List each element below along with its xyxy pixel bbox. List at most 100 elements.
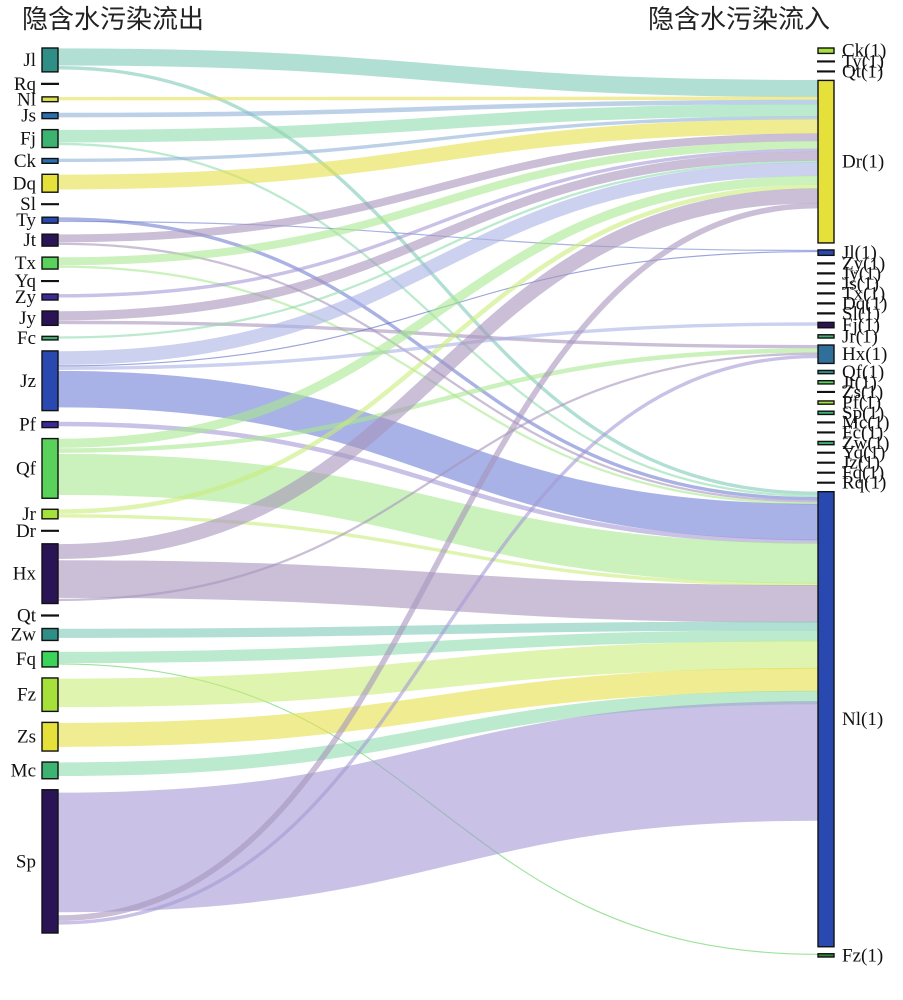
flow-Jl-to-Nl — [57, 65, 819, 496]
left-label-Ck: Ck — [14, 151, 37, 172]
left-label-Sl: Sl — [20, 194, 36, 215]
right-node-Sp — [817, 410, 835, 416]
flow-Fj-to-Dr — [57, 103, 819, 143]
flow-Js-to-Dr — [57, 99, 819, 118]
right-node-Nl — [817, 490, 835, 948]
left-title: 隐含水污染流出 — [22, 5, 204, 35]
right-title: 隐含水污染流入 — [648, 5, 830, 35]
left-node-Ty — [41, 216, 59, 224]
left-label-Hx: Hx — [13, 564, 37, 585]
right-label-Fj: Fj(1) — [842, 315, 880, 336]
flow-Fz-to-Nl — [57, 640, 819, 708]
left-label-Rq: Rq — [14, 74, 37, 95]
left-node-Js — [41, 111, 59, 120]
right-label-Jy: Jy(1) — [842, 263, 881, 284]
right-label-Zs: Zs(1) — [842, 382, 883, 403]
flow-Qf-to-Nl — [57, 453, 819, 584]
flow-Dq-to-Dr — [57, 119, 819, 190]
right-label-Qf: Qf(1) — [842, 362, 884, 383]
left-node-Dq — [41, 173, 59, 193]
flow-layer — [57, 48, 819, 955]
left-label-Dq: Dq — [13, 173, 37, 194]
right-label-Nl: Nl(1) — [842, 709, 883, 730]
right-label-Jr: Jr(1) — [842, 326, 878, 347]
right-label-Tx: Tx(1) — [842, 283, 885, 304]
left-node-Qf — [41, 437, 59, 499]
left-label-Qf: Qf — [16, 458, 37, 479]
right-label-Mc: Mc(1) — [842, 412, 889, 433]
right-label-Jt: Jt(1) — [842, 372, 877, 393]
left-label-Tx: Tx — [15, 253, 37, 274]
right-node-Ck — [817, 47, 835, 55]
flow-Jr-to-Nl — [57, 514, 819, 587]
flow-Fq-to-Nl — [57, 630, 819, 664]
left-label-Zy: Zy — [15, 287, 37, 308]
flow-Sp-to-Nl — [57, 701, 819, 913]
right-node-Fj — [817, 321, 835, 329]
flow-Fj-to-Nl — [57, 142, 819, 498]
left-label-Fj: Fj — [20, 129, 36, 150]
left-node-Jl — [41, 47, 59, 73]
left-label-Jy: Jy — [19, 308, 36, 329]
left-label-Qt: Qt — [17, 606, 37, 627]
left-label-Pf: Pf — [19, 415, 37, 436]
left-node-Fj — [41, 128, 59, 149]
right-node-Jr — [817, 334, 835, 339]
flow-Hx-to-Nl — [57, 560, 819, 623]
flow-Jt-to-Dr — [57, 133, 819, 243]
right-node-Jl — [817, 249, 835, 257]
right-label-Zw: Zw(1) — [842, 433, 889, 454]
right-label-Ty: Ty(1) — [842, 51, 884, 72]
right-node-Qf — [817, 369, 835, 375]
left-label-Jr: Jr — [22, 504, 36, 525]
left-label-Yq: Yq — [15, 271, 37, 292]
flow-Ck-to-Dr — [57, 116, 819, 163]
flow-Zy-to-Dr — [57, 148, 819, 298]
right-label-Zy: Zy(1) — [842, 253, 885, 274]
right-node-Dr — [817, 79, 835, 244]
flow-Sp-to-Hx — [57, 354, 819, 925]
left-label-Fz: Fz — [17, 685, 36, 706]
flow-Jz-to-Fj — [57, 322, 819, 370]
left-node-Fq — [41, 650, 59, 668]
left-label-Jl: Jl — [23, 50, 36, 71]
right-label-Js: Js(1) — [842, 273, 879, 294]
right-label-Yq: Yq(1) — [842, 443, 885, 464]
right-node-column: Ck(1)Ty(1)Qt(1) Dr(1) Jl(1)Zy(1)Jy(1)Js(1)… — [817, 41, 889, 966]
left-node-Ck — [41, 157, 59, 164]
right-label-Sp: Sp(1) — [842, 403, 884, 424]
right-label-Jl: Jl(1) — [842, 243, 877, 264]
left-node-Hx — [41, 543, 59, 605]
left-node-Fc — [41, 335, 59, 341]
flow-Zw-to-Nl — [57, 621, 819, 638]
right-node-Zw — [817, 440, 835, 446]
right-node-Pf — [817, 400, 835, 405]
right-label-Qt: Qt(1) — [842, 61, 883, 82]
left-node-Tx — [41, 256, 59, 270]
left-node-Jr — [41, 508, 59, 520]
flow-Jl-to-Dr — [57, 48, 819, 98]
left-node-Pf — [41, 420, 59, 429]
right-label-Sl: Sl(1) — [842, 303, 880, 324]
flow-Hx-to-Hx — [57, 352, 819, 602]
left-label-Zs: Zs — [17, 727, 36, 748]
left-node-Zy — [41, 293, 59, 301]
right-label-Rq: Rq(1) — [842, 473, 886, 494]
right-label-Dr: Dr(1) — [842, 152, 884, 173]
left-node-Nl — [41, 96, 59, 103]
flow-Tx-to-Nl — [57, 265, 819, 505]
left-node-Fz — [41, 677, 59, 713]
flow-Jy-to-Hx — [57, 320, 819, 349]
left-label-Fq: Fq — [16, 649, 37, 670]
left-node-Mc — [41, 761, 59, 780]
left-label-Sp: Sp — [16, 851, 36, 872]
left-node-Jz — [41, 350, 59, 412]
right-label-Dq: Dq(1) — [842, 293, 887, 314]
left-label-Fc: Fc — [17, 328, 36, 349]
left-label-Dr: Dr — [16, 521, 37, 542]
right-node-Hx — [817, 344, 835, 365]
left-node-Zw — [41, 627, 59, 642]
left-label-Zw: Zw — [11, 624, 37, 645]
